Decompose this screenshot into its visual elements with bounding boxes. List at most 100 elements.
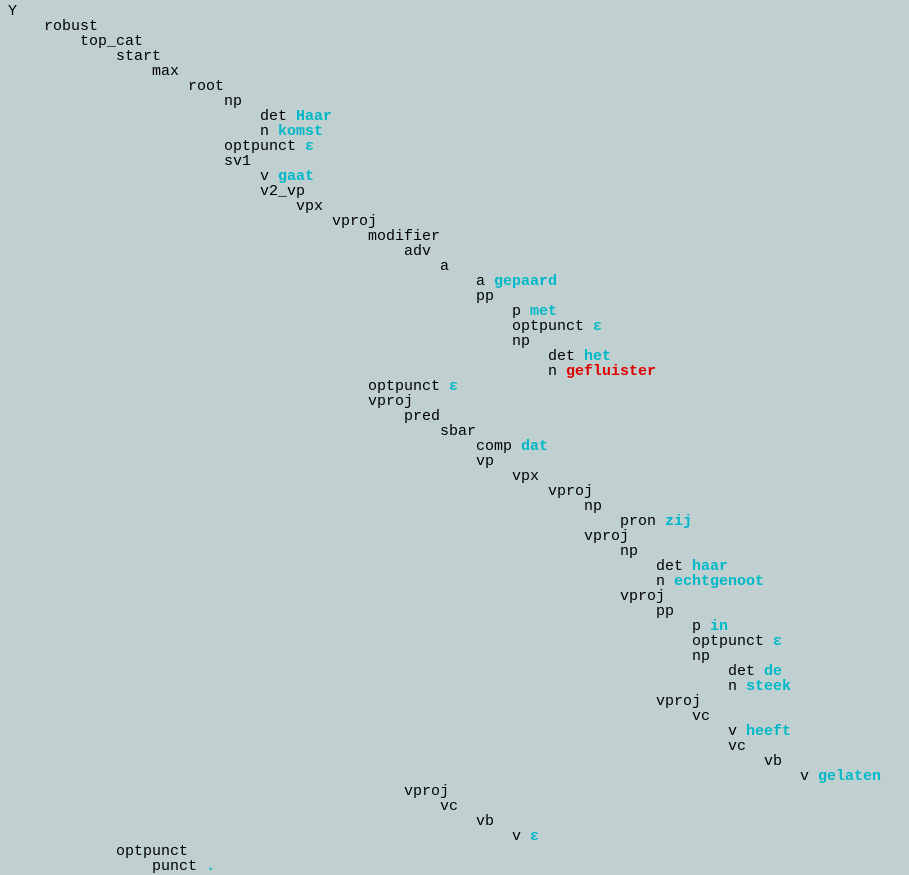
tree-node: vproj [332,214,377,229]
node-label: np [512,333,531,350]
tree-node: modifier [368,229,440,244]
tree-node: v gaat [260,169,314,184]
node-word: echtgenoot [674,573,765,590]
tree-node: vproj [404,784,449,799]
node-label: pp [476,288,495,305]
tree-node: vproj [656,694,701,709]
tree-node: optpunct ε [368,379,458,394]
tree-node: np [692,649,710,664]
tree-node: vproj [584,529,629,544]
node-label: vproj [404,783,450,800]
tree-node: n echtgenoot [656,574,764,589]
tree-node: det haar [656,559,728,574]
node-label: a [476,273,486,290]
node-label: det [656,558,684,575]
node-label: modifier [368,228,441,245]
node-label: vb [764,753,783,770]
node-label: v [512,828,522,845]
node-label: n [656,573,666,590]
node-label: p [512,303,522,320]
node-word: dat [521,438,549,455]
tree-node: a [440,259,449,274]
node-label: vproj [620,588,666,605]
tree-node: vproj [368,394,413,409]
tree-node: p in [692,619,728,634]
tree-node: pp [656,604,674,619]
node-label: vpx [512,468,540,485]
node-word: heeft [746,723,792,740]
tree-node: p met [512,304,557,319]
tree-node: np [620,544,638,559]
node-word: komst [278,123,324,140]
node-label: vproj [584,528,630,545]
node-label: Y [8,3,18,20]
tree-node: sbar [440,424,476,439]
node-word: haar [692,558,729,575]
tree-node: v gelaten [800,769,881,784]
node-word: in [710,618,729,635]
node-label: root [188,78,225,95]
node-label: sbar [440,423,477,440]
node-label: pron [620,513,657,530]
node-label: a [440,258,450,275]
node-word: ε [449,378,459,395]
node-word: ε [530,828,540,845]
tree-node: vb [476,814,494,829]
node-word: . [206,858,216,875]
node-label: robust [44,18,99,35]
tree-node: n steek [728,679,791,694]
node-word: de [764,663,783,680]
tree-node: pp [476,289,494,304]
tree-node: np [584,499,602,514]
tree-node: vc [728,739,746,754]
node-label: n [548,363,558,380]
node-label: vc [728,738,747,755]
tree-node: root [188,79,224,94]
node-label: v [728,723,738,740]
node-label: pp [656,603,675,620]
tree-node: vb [764,754,782,769]
node-label: optpunct [116,843,189,860]
tree-node: vc [692,709,710,724]
node-word: Haar [296,108,333,125]
node-label: vb [476,813,495,830]
node-label: np [224,93,243,110]
node-label: det [728,663,756,680]
node-label: vproj [368,393,414,410]
node-label: optpunct [368,378,441,395]
node-label: det [260,108,288,125]
tree-node: vc [440,799,458,814]
tree-node: pred [404,409,440,424]
node-label: optpunct [512,318,585,335]
tree-node: v ε [512,829,539,844]
node-word: steek [746,678,792,695]
node-label: vproj [332,213,378,230]
tree-node: sv1 [224,154,251,169]
node-label: adv [404,243,432,260]
node-word: gefluister [566,363,657,380]
node-word: ε [593,318,603,335]
tree-node: robust [44,19,98,34]
node-label: vc [692,708,711,725]
node-word: ε [773,633,783,650]
node-label: vp [476,453,495,470]
tree-node: vpx [296,199,323,214]
node-label: pred [404,408,441,425]
tree-node: start [116,49,161,64]
node-word: ε [305,138,315,155]
node-word: gelaten [818,768,882,785]
tree-node: optpunct ε [512,319,602,334]
tree-node: v2_vp [260,184,305,199]
tree-node: vproj [620,589,665,604]
node-label: max [152,63,180,80]
node-label: n [728,678,738,695]
node-label: top_cat [80,33,144,50]
tree-node: adv [404,244,431,259]
node-word: met [530,303,558,320]
node-word: gepaard [494,273,558,290]
tree-node: comp dat [476,439,548,454]
node-label: p [692,618,702,635]
tree-node: pron zij [620,514,692,529]
tree-node: optpunct [116,844,188,859]
